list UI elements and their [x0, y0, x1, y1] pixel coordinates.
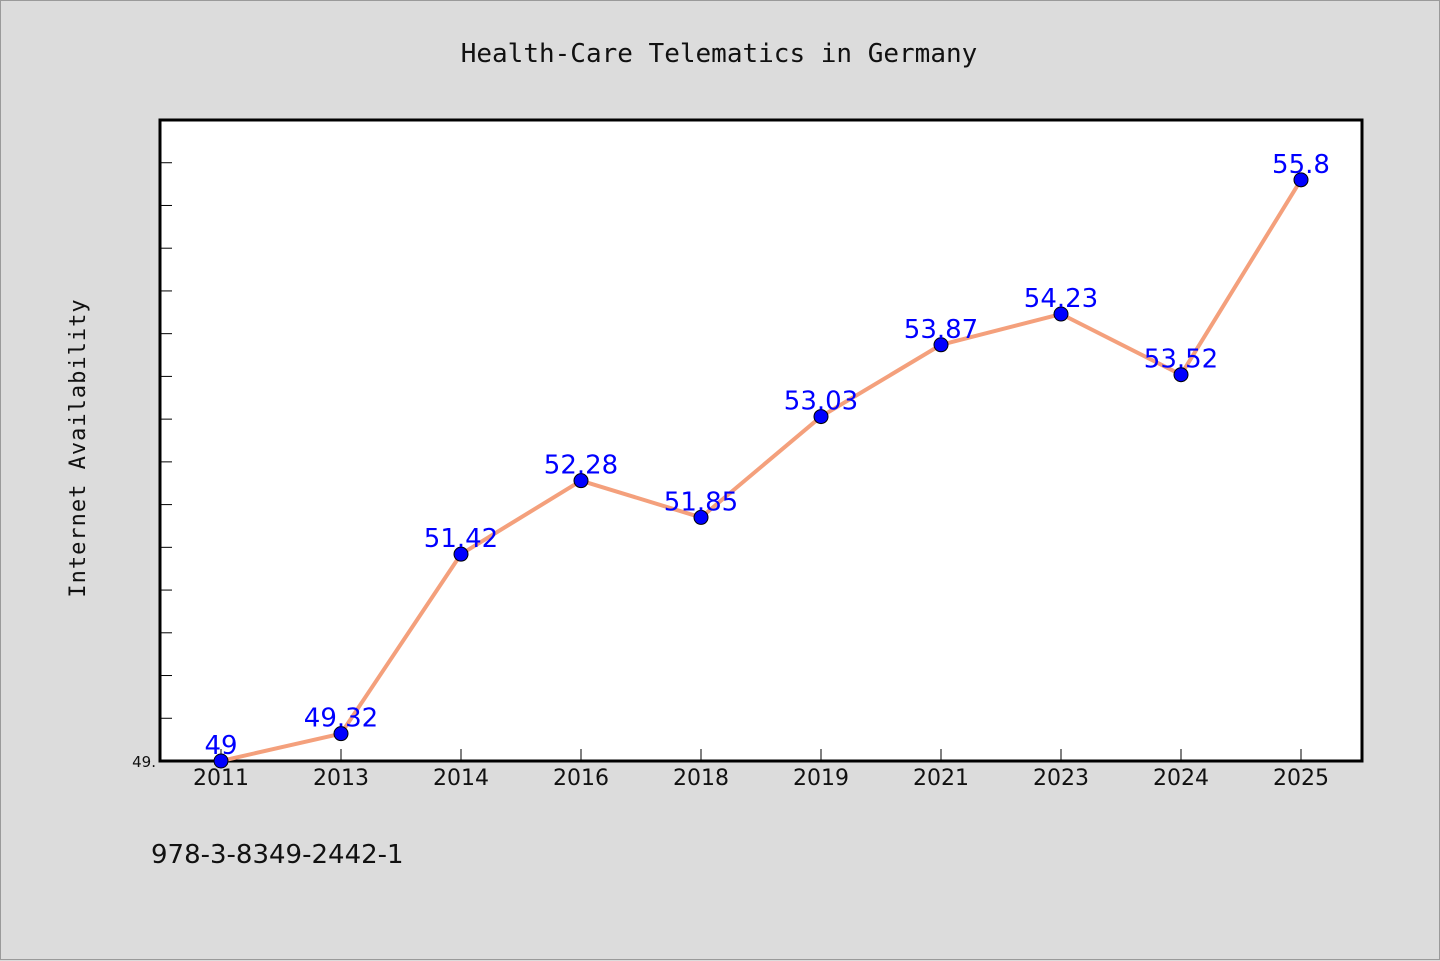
footer-code: 978-3-8349-2442-1 — [151, 840, 404, 870]
x-tick-label: 2021 — [913, 766, 969, 791]
data-label: 53.87 — [904, 315, 978, 345]
data-label: 55.8 — [1272, 150, 1330, 180]
data-label: 53.52 — [1144, 345, 1218, 375]
y-tick-label: 49. — [132, 753, 156, 771]
y-axis-label: Internet Availability — [66, 298, 91, 597]
x-tick-label: 2013 — [313, 766, 369, 791]
series-line — [220, 178, 1303, 763]
y-axis-tick-labels: 49. — [132, 753, 156, 771]
x-axis-ticks — [220, 749, 1302, 761]
data-labels: 49 49.32 51.42 52.28 51.85 53.03 53.87 54.23 53.… — [204, 150, 1329, 761]
data-label: 49.32 — [304, 704, 378, 734]
data-point — [1293, 172, 1309, 188]
x-tick-label: 2016 — [553, 766, 609, 791]
data-label: 52.28 — [544, 451, 618, 481]
data-label: 49 — [204, 731, 237, 761]
data-point — [333, 726, 349, 742]
x-tick-label: 2019 — [793, 766, 849, 791]
x-tick-label: 2011 — [193, 766, 249, 791]
data-point — [1053, 306, 1069, 322]
data-label: 51.42 — [424, 524, 498, 554]
x-tick-label: 2014 — [433, 766, 489, 791]
data-label: 54.23 — [1024, 284, 1098, 314]
data-label: 53.03 — [784, 387, 858, 417]
data-point — [813, 409, 829, 425]
x-tick-label: 2018 — [673, 766, 729, 791]
x-axis-tick-labels: 2011 2013 2014 2016 2018 2019 2021 2023 2024 2025 — [193, 766, 1329, 791]
chart-title: Health-Care Telematics in Germany — [461, 39, 978, 69]
data-label: 51.85 — [664, 487, 738, 517]
plot-area — [158, 118, 1364, 763]
x-tick-label: 2025 — [1273, 766, 1329, 791]
data-points — [213, 172, 1309, 769]
data-point — [573, 473, 589, 489]
y-axis-ticks — [160, 162, 172, 719]
data-point — [693, 509, 709, 525]
x-tick-label: 2023 — [1033, 766, 1089, 791]
data-point — [453, 546, 469, 562]
data-point — [213, 753, 229, 769]
data-point — [933, 337, 949, 353]
x-tick-label: 2024 — [1153, 766, 1209, 791]
data-point — [1173, 367, 1189, 383]
